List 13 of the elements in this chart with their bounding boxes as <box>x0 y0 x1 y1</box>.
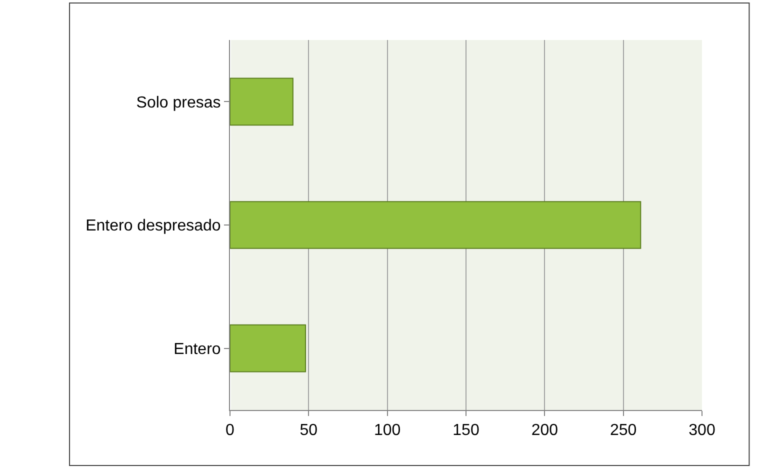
x-tick-label: 300 <box>688 422 716 440</box>
bar <box>230 324 306 372</box>
x-tick-label: 50 <box>300 422 318 440</box>
bar <box>230 78 294 126</box>
y-tick-label: Entero <box>174 340 221 358</box>
x-tick-label: 250 <box>610 422 637 440</box>
x-tick-label: 0 <box>226 422 235 440</box>
y-tick-label: Solo presas <box>136 94 221 112</box>
x-tick-label: 100 <box>374 422 401 440</box>
x-tick-label: 200 <box>531 422 558 440</box>
x-tick-label: 150 <box>452 422 480 440</box>
y-tick-label: Entero despresado <box>86 218 221 235</box>
bar <box>230 201 642 249</box>
